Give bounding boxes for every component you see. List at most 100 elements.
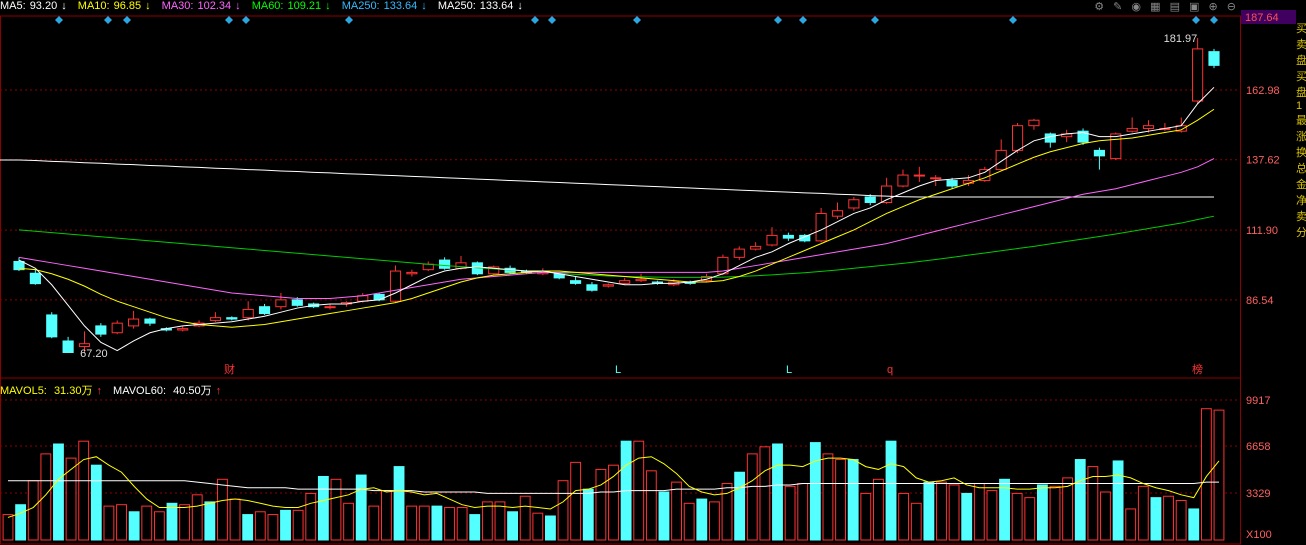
event-diamond (123, 16, 131, 24)
candle-body (1110, 133, 1122, 160)
volume-bar (595, 468, 607, 541)
candle-body (1028, 119, 1040, 127)
ma60-line (18, 215, 1215, 278)
candle-body (1126, 127, 1138, 132)
candle-body (258, 306, 271, 315)
event-diamond (548, 16, 556, 24)
volume-bar (961, 492, 973, 541)
volume-bar (242, 514, 254, 541)
candle-body (913, 174, 925, 177)
volume-bar (15, 504, 27, 541)
ma250-label: MA250: 133.64 ↓ (341, 0, 427, 12)
event-diamond (799, 16, 807, 24)
candle-body (1011, 125, 1024, 151)
volume-bar (772, 443, 783, 541)
volume-bar (759, 446, 771, 541)
volume-bar (204, 501, 216, 541)
candle-body (586, 284, 598, 291)
volume-bar (381, 490, 392, 541)
grid-icon[interactable]: ▦ (1150, 1, 1161, 13)
volume-bar (317, 475, 329, 541)
candle-body (439, 259, 451, 269)
event-diamond (1009, 16, 1017, 24)
mavol60-line (8, 480, 1219, 494)
volume-bar (923, 481, 935, 541)
volume-bar (696, 498, 708, 541)
marker-l1: L (615, 364, 621, 376)
ma-legend: MA5: 93.20 ↓ MA10: 96.85 ↓ MA30: 102.34 ↓ MA60… (0, 0, 531, 14)
volume-bar (746, 453, 758, 541)
candle-body (635, 278, 647, 282)
candle-body (242, 308, 254, 319)
ma250-white-label: MA250: 133.64 ↓ (437, 0, 523, 12)
volume-bar (393, 466, 405, 541)
volume-bar (1175, 499, 1187, 541)
high-price-annotation: 181.97 (1164, 33, 1198, 45)
volume-tick-label: 3329 (1246, 488, 1270, 500)
volume-bar (545, 515, 556, 541)
candle-body (357, 295, 369, 302)
current-price-label: 187.64 (1245, 12, 1279, 24)
eye-icon[interactable]: ◉ (1131, 1, 1142, 13)
candle-body (177, 328, 189, 331)
volume-bar (721, 483, 733, 541)
lock-icon[interactable]: ▣ (1189, 1, 1200, 13)
candle-body (275, 299, 287, 308)
candle-body (144, 318, 156, 324)
volume-bar (355, 474, 367, 541)
volume-legend: MAVOL5: 31.30万 ↑ MAVOL60: 40.50万 ↑ (0, 382, 229, 398)
candle-body (782, 234, 794, 239)
candle-body (766, 234, 778, 246)
event-diamond (1192, 16, 1200, 24)
ma10-line (18, 108, 1215, 328)
volume-bar (1163, 495, 1174, 541)
candle-body (831, 210, 844, 217)
pin-icon[interactable]: ✎ (1113, 1, 1123, 13)
candle-body (46, 314, 58, 338)
event-diamond (633, 16, 641, 24)
volume-bar (494, 501, 506, 541)
event-diamond (345, 16, 353, 24)
low-price-annotation: 67.20 (80, 348, 108, 360)
volume-bar (78, 440, 90, 541)
volume-bar (116, 504, 127, 541)
event-diamond (774, 16, 782, 24)
candle-body (128, 318, 140, 327)
ma60-label: MA60: 109.21 ↓ (251, 0, 331, 12)
volume-bar (179, 504, 191, 541)
gear-icon[interactable]: ⚙ (1094, 1, 1105, 13)
volume-bar (1036, 484, 1048, 541)
event-diamond (225, 16, 233, 24)
marker-bang: 榜 (1192, 362, 1203, 376)
volume-bar (431, 505, 443, 541)
minus-icon[interactable]: ⊖ (1226, 1, 1236, 13)
volume-panel-frame (0, 377, 1241, 545)
volume-bar (608, 464, 619, 541)
ma5-line (18, 86, 1215, 352)
shop-icon[interactable]: ▤ (1169, 1, 1180, 13)
volume-bar (570, 461, 582, 541)
volume-bar (910, 502, 922, 541)
candle-body (226, 317, 238, 320)
volume-bar (532, 512, 544, 541)
volume-bar (343, 502, 355, 541)
volume-bar (809, 442, 821, 541)
ma10-label: MA10: 96.85 ↓ (77, 0, 151, 12)
candle-body (733, 248, 745, 258)
event-diamond (531, 16, 539, 24)
price-tick-label: 111.90 (1246, 225, 1278, 237)
candle-body (209, 317, 222, 321)
candle-body (750, 245, 762, 250)
volume-bar (292, 509, 304, 541)
volume-bar (481, 501, 493, 541)
candle-body (619, 280, 631, 284)
candle-body (78, 343, 91, 347)
volume-bar (1213, 409, 1225, 541)
plus-icon[interactable]: ⊕ (1208, 1, 1218, 13)
volume-bar (153, 511, 165, 541)
ma250-line (0, 159, 1214, 198)
volume-unit-label: X100 (1246, 529, 1272, 541)
volume-bar (368, 505, 380, 541)
volume-bar (1100, 491, 1111, 541)
